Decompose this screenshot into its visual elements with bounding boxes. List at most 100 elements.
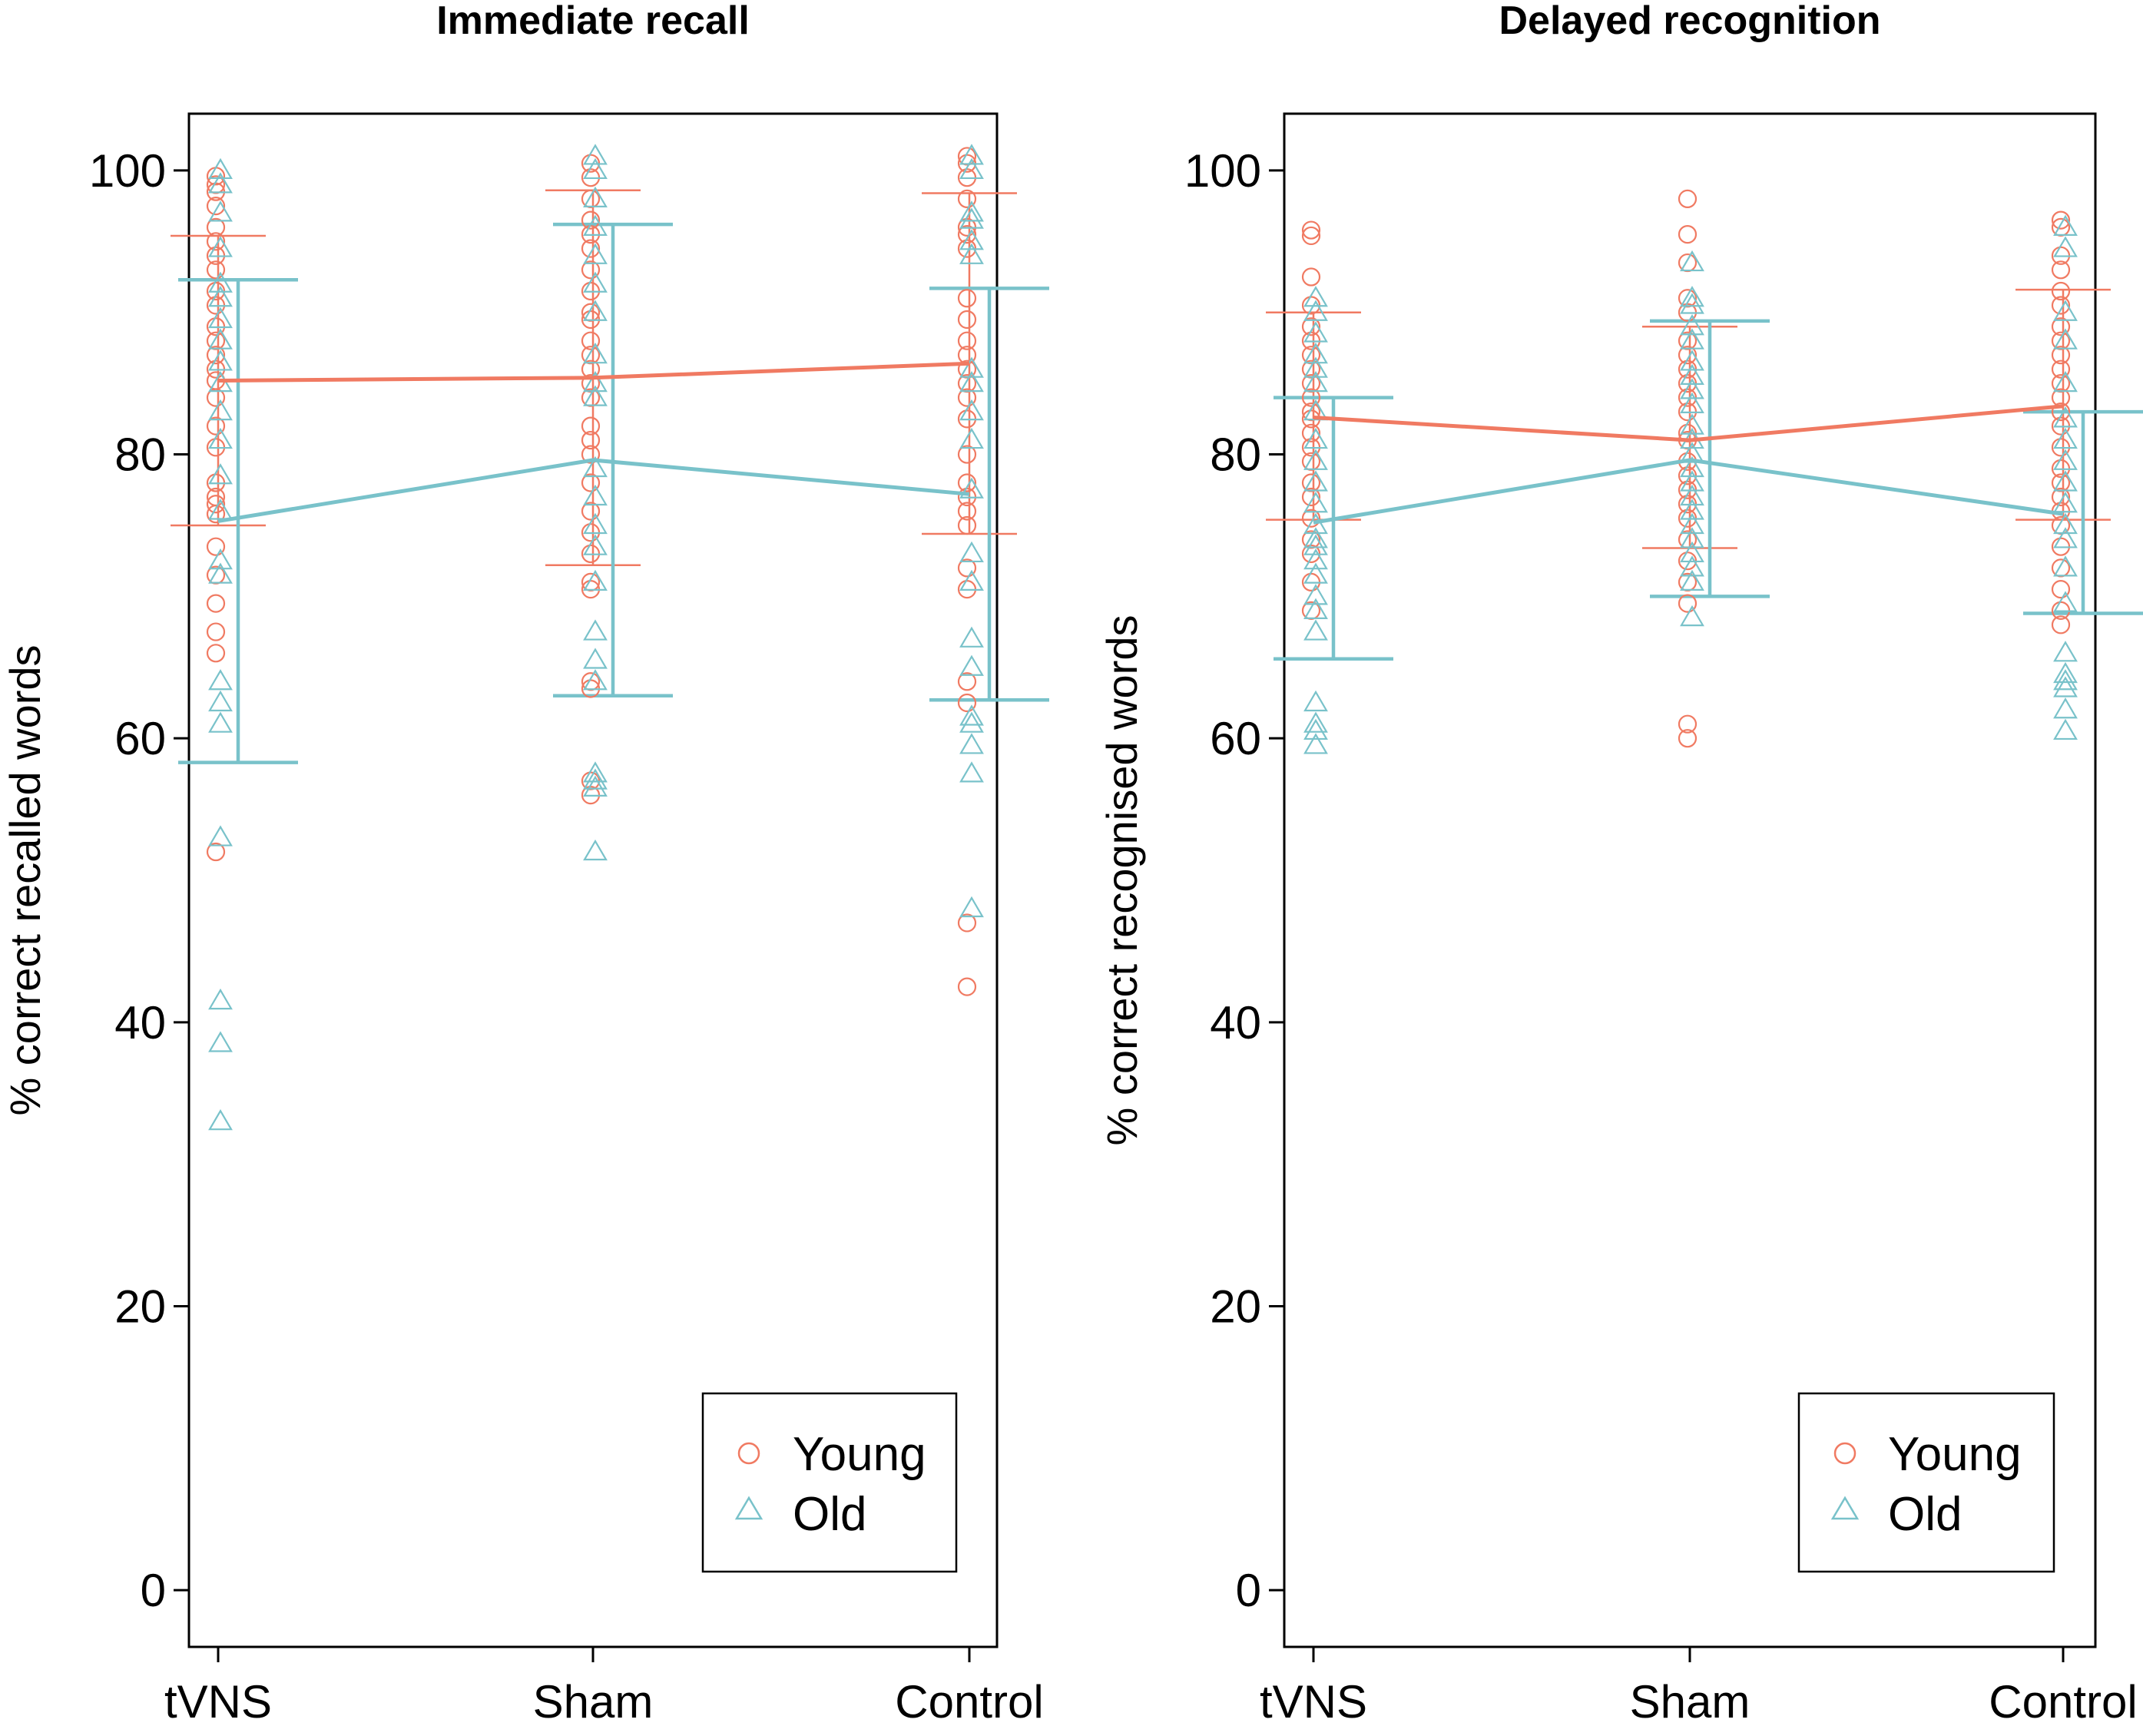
- data-point-old: [959, 896, 984, 918]
- data-point-young: [206, 644, 226, 663]
- data-point-old: [208, 172, 233, 194]
- data-point-old: [1680, 555, 1704, 577]
- mean-line-old: [217, 458, 970, 523]
- data-point-old: [208, 200, 233, 222]
- data-point-young: [957, 224, 977, 244]
- data-point-old: [1680, 378, 1704, 399]
- data-point-young: [206, 505, 226, 524]
- data-point-old: [583, 157, 608, 180]
- data-point-old: [2053, 470, 2078, 492]
- data-point-old: [583, 669, 608, 691]
- y-tick-label: 20: [114, 1280, 166, 1332]
- data-point-young: [206, 416, 226, 436]
- data-point-old: [208, 690, 233, 712]
- data-point-young: [206, 495, 226, 514]
- data-point-young: [1678, 346, 1698, 365]
- data-point-young: [1301, 317, 1321, 336]
- data-point-old: [1303, 690, 1328, 712]
- data-point-old: [583, 214, 608, 236]
- data-point-old: [2053, 512, 2078, 535]
- data-point-old: [208, 271, 233, 293]
- data-point-young: [2051, 296, 2071, 315]
- data-point-young: [957, 977, 977, 996]
- data-point-old: [1680, 470, 1704, 492]
- data-point-young: [1678, 189, 1698, 208]
- y-tick-label: 20: [1210, 1280, 1261, 1332]
- data-point-old: [1303, 492, 1328, 513]
- x-tick-label: tVNS: [1260, 1676, 1367, 1728]
- data-point-old: [959, 399, 984, 421]
- data-point-old: [2053, 449, 2078, 470]
- data-point-old: [583, 761, 608, 783]
- x-axis: tVNS Sham Control: [164, 1647, 1044, 1728]
- data-point-young: [581, 502, 601, 521]
- data-point-old: [1303, 619, 1328, 641]
- data-point-young: [957, 445, 977, 464]
- data-point-old: [208, 399, 233, 421]
- data-point-old: [583, 619, 608, 641]
- data-point-young: [581, 239, 601, 258]
- data-point-old: [1303, 584, 1328, 605]
- legend-young-marker: [737, 1442, 760, 1465]
- data-point-old: [2053, 492, 2078, 513]
- data-point-old: [959, 243, 984, 264]
- data-point-young: [2051, 346, 2071, 365]
- data-point-old: [583, 271, 608, 293]
- data-point-old: [583, 385, 608, 406]
- y-tick-label: 60: [114, 713, 166, 764]
- data-point-old: [2053, 406, 2078, 428]
- data-point-young: [206, 217, 226, 237]
- data-point-old: [1680, 350, 1704, 371]
- panel-title: Immediate recall: [436, 0, 750, 43]
- data-point-young: [206, 197, 226, 216]
- data-point-old: [583, 775, 608, 797]
- data-point-old: [208, 548, 233, 570]
- y-tick-label: 100: [89, 145, 166, 197]
- data-point-old: [1680, 527, 1704, 548]
- data-point-old: [1680, 569, 1704, 591]
- mean-line-young: [1313, 404, 2064, 442]
- legend-old-label: Old: [793, 1488, 866, 1541]
- data-point-old: [208, 157, 233, 180]
- data-point-old: [208, 988, 233, 1010]
- data-point-old: [583, 648, 608, 669]
- data-point-old: [583, 569, 608, 591]
- legend: Young Old: [1797, 1392, 2055, 1573]
- data-point-young: [581, 473, 601, 492]
- legend-old-marker: [734, 1496, 763, 1520]
- data-point-old: [959, 733, 984, 754]
- data-point-young: [957, 693, 977, 713]
- data-point-old: [959, 356, 984, 378]
- data-points: [206, 144, 984, 1131]
- data-point-young: [957, 331, 977, 350]
- data-point-young: [957, 913, 977, 933]
- data-point-old: [959, 229, 984, 250]
- data-point-young: [2051, 317, 2071, 336]
- data-point-old: [208, 1031, 233, 1052]
- data-point-old: [1680, 293, 1704, 314]
- data-point-old: [208, 669, 233, 691]
- data-point-old: [583, 186, 608, 207]
- data-point-old: [1303, 598, 1328, 619]
- y-tick-label: 100: [1184, 145, 1261, 197]
- x-tick-label: tVNS: [164, 1676, 272, 1728]
- data-point-old: [959, 626, 984, 648]
- data-point-old: [1680, 413, 1704, 435]
- y-axis-label: % correct recognised words: [1098, 615, 1146, 1146]
- data-point-old: [583, 370, 608, 393]
- data-point-old: [2053, 676, 2078, 697]
- y-tick-label: 0: [1236, 1565, 1261, 1616]
- data-point-young: [957, 515, 977, 535]
- error-bars: [1266, 288, 2143, 661]
- data-point-old: [959, 704, 984, 726]
- data-point-young: [2051, 281, 2071, 301]
- data-point-old: [1303, 512, 1328, 535]
- data-point-old: [583, 144, 608, 165]
- data-point-old: [2053, 328, 2078, 350]
- data-point-young: [1678, 714, 1698, 734]
- data-point-old: [959, 144, 984, 165]
- data-point-young: [1678, 224, 1698, 244]
- data-point-old: [208, 350, 233, 371]
- data-point-old: [959, 654, 984, 676]
- legend-box: [1797, 1392, 2055, 1573]
